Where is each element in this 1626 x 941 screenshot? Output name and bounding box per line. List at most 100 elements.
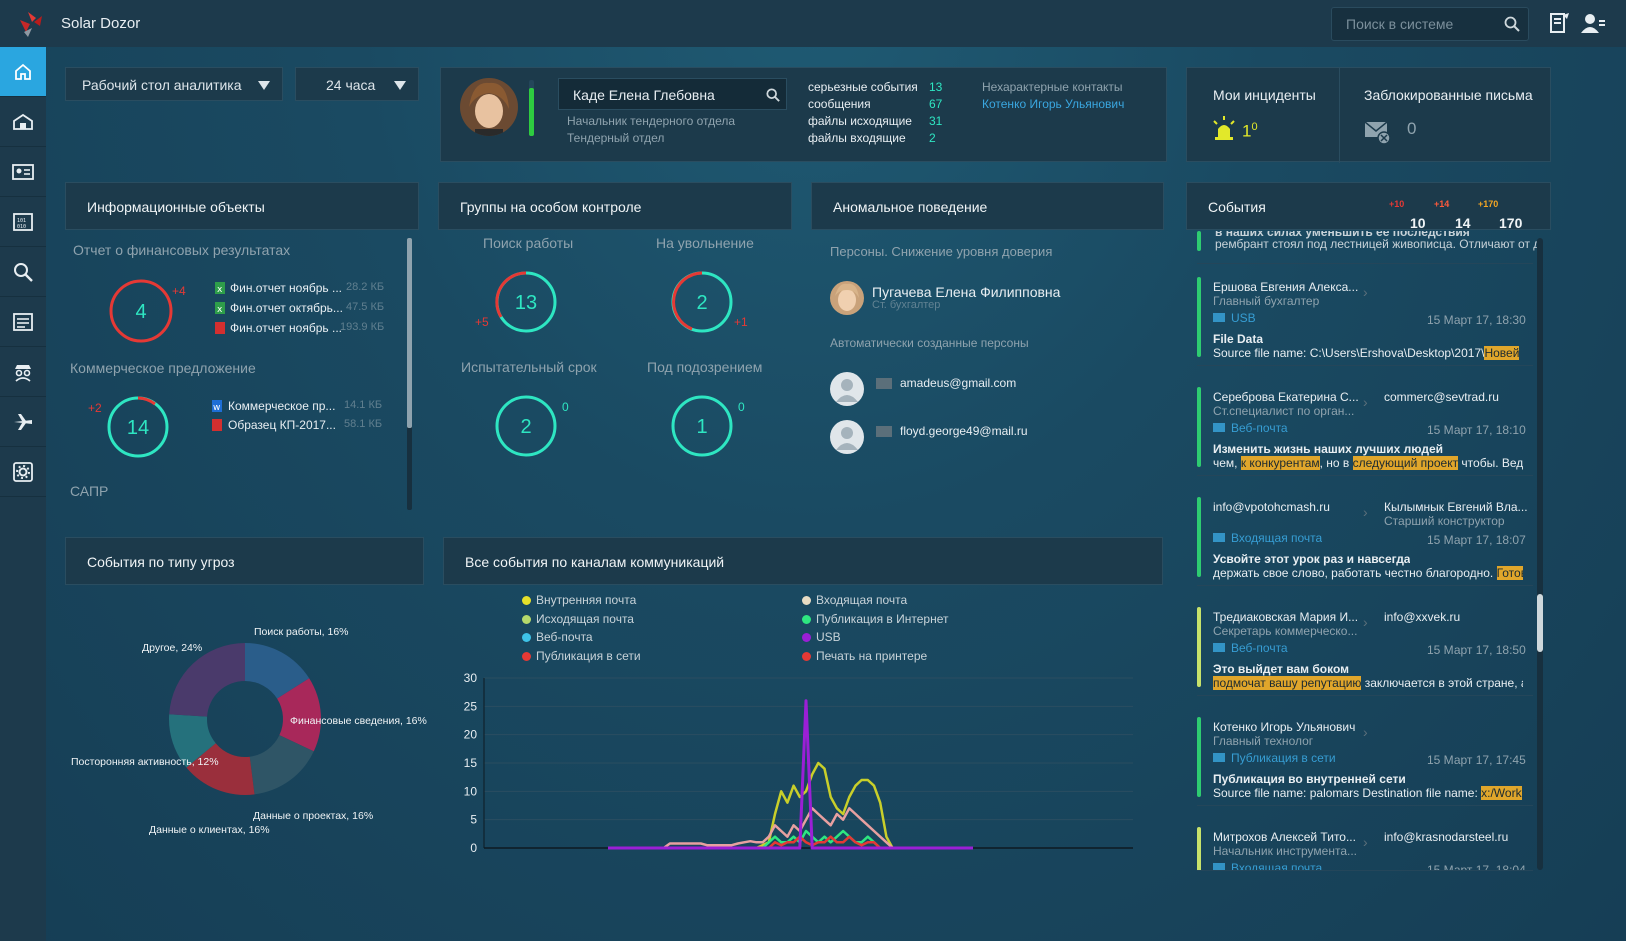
search-input[interactable]: [1332, 8, 1492, 40]
stat-value-in-files[interactable]: 2: [929, 131, 936, 145]
sidebar-item-travel[interactable]: [0, 397, 46, 447]
control-group-delta: 0: [562, 400, 569, 414]
person-avatar[interactable]: [459, 77, 519, 137]
pie-slice[interactable]: [186, 743, 255, 795]
control-group-ring[interactable]: 2: [494, 394, 558, 458]
info-objects-scrollbar[interactable]: [407, 238, 412, 510]
pie-label: Посторонняя активность, 12%: [71, 756, 219, 768]
control-group-label[interactable]: Под подозрением: [647, 359, 763, 375]
person-search-field[interactable]: Каде Елена Глебовна: [558, 78, 787, 110]
event-recipient[interactable]: info@xxvek.ru: [1384, 610, 1461, 624]
info-group-ring-2[interactable]: 14: [106, 395, 170, 459]
info-group-title-2[interactable]: Коммерческое предложение: [70, 360, 256, 376]
user-settings-icon[interactable]: [1580, 11, 1606, 37]
control-group-ring[interactable]: 1: [670, 394, 734, 458]
events-badge-critical[interactable]: 10 +10: [1389, 199, 1426, 231]
file-name[interactable]: Фин.отчет ноябрь ...: [230, 281, 342, 295]
legend-item[interactable]: Внутренняя почта: [522, 593, 636, 607]
blocked-mail-count[interactable]: 0: [1407, 119, 1417, 138]
stat-value-out-files[interactable]: 31: [929, 114, 943, 128]
global-search[interactable]: [1331, 7, 1529, 41]
event-sender[interactable]: Ершова Евгения Алекса...: [1213, 280, 1359, 294]
blocked-mail-title[interactable]: Заблокированные письма: [1364, 87, 1533, 103]
document-list-icon: [13, 312, 33, 331]
unusual-contact-link[interactable]: Котенко Игорь Ульянович: [982, 97, 1125, 111]
events-badge-medium[interactable]: 170 +170: [1478, 199, 1523, 231]
anomaly-person-name[interactable]: Пугачева Елена Филипповна: [872, 284, 1061, 300]
event-card[interactable]: Сереброва Екатерина С... Ст.специалист п…: [1197, 375, 1533, 476]
control-group-ring[interactable]: 2: [670, 270, 734, 334]
control-group-ring[interactable]: 13: [494, 270, 558, 334]
chevron-right-icon: ›: [1363, 834, 1368, 850]
event-sender[interactable]: Тредиаковская Мария И...: [1213, 610, 1359, 624]
sidebar-item-settings[interactable]: [0, 447, 46, 497]
file-name[interactable]: Фин.отчет октябрь...: [230, 301, 343, 315]
svg-text:2: 2: [520, 416, 531, 438]
event-recipient[interactable]: Кылымнык Евгений Вла...: [1384, 500, 1528, 514]
event-recipient-role: Старший конструктор: [1384, 514, 1505, 528]
legend-item[interactable]: Печать на принтере: [802, 649, 927, 663]
pie-slice[interactable]: [249, 735, 314, 795]
pie-slice[interactable]: [277, 678, 321, 752]
legend-item[interactable]: Публикация в Интернет: [802, 612, 948, 626]
control-group-label[interactable]: Испытательный срок: [461, 359, 597, 375]
event-recipient[interactable]: commerc@sevtrad.ru: [1384, 390, 1499, 404]
info-group-title-3[interactable]: САПР: [70, 483, 109, 499]
event-card[interactable]: Тредиаковская Мария И... Секретарь комме…: [1197, 595, 1533, 696]
solar-dozor-logo-icon[interactable]: [14, 10, 44, 38]
event-card[interactable]: info@vpotohcmash.ru › Кылымнык Евгений В…: [1197, 485, 1533, 586]
events-badge-high[interactable]: 14 +14: [1434, 199, 1471, 231]
control-group-label[interactable]: На увольнение: [656, 235, 754, 251]
my-incidents-count[interactable]: 10: [1242, 121, 1258, 141]
sidebar-item-contacts[interactable]: [0, 147, 46, 197]
channel-icon: [1213, 533, 1225, 542]
search-icon[interactable]: [766, 88, 780, 102]
event-recipient[interactable]: info@krasnodarsteel.ru: [1384, 830, 1509, 844]
report-icon[interactable]: [1546, 11, 1572, 37]
pie-slice[interactable]: [169, 643, 245, 717]
my-incidents-title[interactable]: Мои инциденты: [1213, 87, 1316, 103]
series-line[interactable]: [608, 699, 973, 850]
event-card[interactable]: Ершова Евгения Алекса... Главный бухгалт…: [1197, 265, 1533, 366]
workspace-dropdown[interactable]: Рабочий стол аналитика: [65, 67, 283, 101]
legend-item[interactable]: Публикация в сети: [522, 649, 641, 663]
search-icon[interactable]: [1504, 16, 1520, 32]
sidebar-item-home[interactable]: [0, 47, 46, 97]
legend-item[interactable]: USB: [802, 630, 841, 644]
legend-item[interactable]: Веб-почта: [522, 630, 593, 644]
list-item[interactable]: в наших силах уменьшить ее последствия р…: [1197, 231, 1540, 264]
events-header: События 10 +10 14 +14 170 +170: [1186, 182, 1551, 231]
pie-label: Данные о клиентах, 16%: [149, 824, 270, 836]
control-group-label[interactable]: Поиск работы: [483, 235, 574, 251]
sidebar-item-reports[interactable]: 101 010: [0, 197, 46, 247]
file-size: 28.2 КБ: [346, 281, 385, 293]
event-sender[interactable]: Митрохов Алексей Тито...: [1213, 830, 1356, 844]
sidebar-item-documents[interactable]: [0, 297, 46, 347]
event-sender[interactable]: info@vpotohcmash.ru: [1213, 500, 1330, 514]
info-group-ring-1[interactable]: 4: [108, 278, 174, 344]
legend-label: Исходящая почта: [536, 611, 634, 626]
event-sender[interactable]: Котенко Игорь Ульянович: [1213, 720, 1356, 734]
events-scrollbar[interactable]: [1537, 238, 1543, 870]
pie-slice[interactable]: [169, 714, 216, 768]
event-card[interactable]: Котенко Игорь Ульянович Главный технолог…: [1197, 705, 1533, 806]
sidebar-item-agent[interactable]: [0, 347, 46, 397]
stat-value-messages[interactable]: 67: [929, 97, 943, 111]
stat-value-serious[interactable]: 13: [929, 80, 943, 94]
legend-item[interactable]: Входящая почта: [802, 593, 907, 607]
event-card[interactable]: Митрохов Алексей Тито... Начальник инстр…: [1197, 815, 1533, 871]
series-line[interactable]: [608, 761, 973, 850]
avatar[interactable]: [829, 280, 865, 316]
info-group-title-1[interactable]: Отчет о финансовых результатах: [73, 242, 291, 258]
sidebar-item-dashboard[interactable]: [0, 97, 46, 147]
period-dropdown[interactable]: 24 часа: [295, 67, 419, 101]
channel-icon: [1213, 863, 1225, 870]
pie-slice[interactable]: [245, 643, 310, 699]
sidebar-item-search[interactable]: [0, 247, 46, 297]
file-name[interactable]: Коммерческое пр...: [228, 399, 336, 413]
event-sender[interactable]: Сереброва Екатерина С...: [1213, 390, 1359, 404]
file-name[interactable]: Фин.отчет ноябрь ...: [230, 321, 342, 335]
legend-item[interactable]: Исходящая почта: [522, 612, 634, 626]
svg-text:2: 2: [696, 292, 707, 314]
file-name[interactable]: Образец КП-2017...: [228, 418, 336, 432]
